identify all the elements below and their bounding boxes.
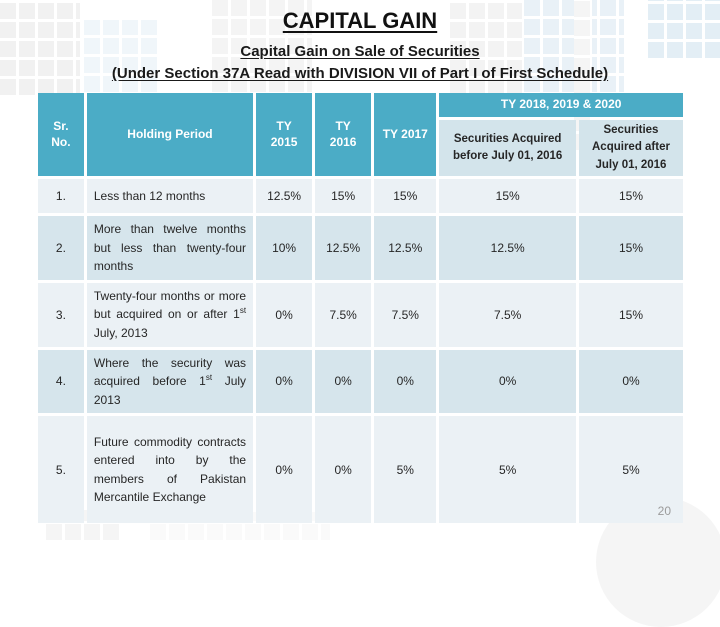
background-mosaic-title-left: [212, 0, 312, 92]
column-header-sr-no: Sr. No.: [38, 93, 84, 176]
row-sr: 2.: [38, 216, 84, 280]
rate-after: 5%: [578, 416, 683, 524]
slide-header: CAPITAL GAIN Capital Gain on Sale of Sec…: [0, 8, 720, 87]
rate-ty2015: 0%: [256, 349, 313, 414]
rate-ty2017: 12.5%: [374, 216, 437, 280]
table-row: 3. Twenty-four months or more but acquir…: [38, 282, 683, 347]
rate-ty2016: 15%: [315, 179, 372, 213]
rate-ty2016: 0%: [315, 349, 372, 414]
rate-ty2015: 10%: [256, 216, 313, 280]
rate-ty2017: 5%: [374, 416, 437, 524]
rate-ty2017: 7.5%: [374, 282, 437, 347]
table-row: 5. Future commodity contracts entered in…: [38, 416, 683, 524]
rate-ty2016: 7.5%: [315, 282, 372, 347]
rate-before: 12.5%: [439, 216, 576, 280]
rate-before: 15%: [439, 179, 576, 213]
row-sr: 3.: [38, 282, 84, 347]
rate-after: 15%: [578, 216, 683, 280]
rate-ty2017: 15%: [374, 179, 437, 213]
page-title: CAPITAL GAIN: [282, 8, 438, 33]
row-sr: 5.: [38, 416, 84, 524]
row-holding-period: Future commodity contracts entered into …: [86, 416, 254, 524]
rate-before: 7.5%: [439, 282, 576, 347]
column-header-ty2015: TY 2015: [256, 93, 313, 176]
subtitle-line-2: (Under Section 37A Read with DIVISION VI…: [111, 65, 609, 83]
rate-after: 0%: [578, 349, 683, 414]
rate-ty2017: 0%: [374, 349, 437, 414]
background-mosaic-title-right: [450, 0, 522, 95]
rate-after: 15%: [578, 282, 683, 347]
row-holding-period: Twenty-four months or more but acquired …: [86, 282, 254, 347]
rate-ty2016: 12.5%: [315, 216, 372, 280]
row-sr: 4.: [38, 349, 84, 414]
row-holding-period: Where the security was acquired before 1…: [86, 349, 254, 414]
rate-before: 0%: [439, 349, 576, 414]
row-holding-period: More than twelve months but less than tw…: [86, 216, 254, 280]
background-mosaic-left-blue: [84, 20, 160, 92]
table-row: 4. Where the security was acquired befor…: [38, 349, 683, 414]
table-row: 2. More than twelve months but less than…: [38, 216, 683, 280]
row-holding-period: Less than 12 months: [86, 179, 254, 213]
capital-gain-rate-table: Sr. No. Holding Period TY 2015 TY 2016 T…: [35, 90, 686, 526]
column-header-securities-after: Securities Acquired after July 01, 2016: [578, 120, 683, 176]
column-header-ty2017: TY 2017: [374, 93, 437, 176]
table-row: 1. Less than 12 months 12.5% 15% 15% 15%…: [38, 179, 683, 213]
rate-before: 5%: [439, 416, 576, 524]
column-header-holding-period: Holding Period: [86, 93, 254, 176]
subtitle-line-1: Capital Gain on Sale of Securities: [240, 43, 480, 60]
background-mosaic-top-left: [0, 0, 80, 95]
rate-ty2015: 0%: [256, 282, 313, 347]
rate-after: 15%: [578, 179, 683, 213]
column-header-ty2016: TY 2016: [315, 93, 372, 176]
background-mosaic-top-right: [648, 0, 720, 58]
column-header-securities-before: Securities Acquired before July 01, 2016: [439, 120, 576, 176]
row-sr: 1.: [38, 179, 84, 213]
column-group-header-ty2018-2020: TY 2018, 2019 & 2020: [439, 93, 683, 117]
rate-ty2016: 0%: [315, 416, 372, 524]
rate-ty2015: 0%: [256, 416, 313, 524]
page-number: 20: [657, 504, 671, 518]
rate-ty2015: 12.5%: [256, 179, 313, 213]
